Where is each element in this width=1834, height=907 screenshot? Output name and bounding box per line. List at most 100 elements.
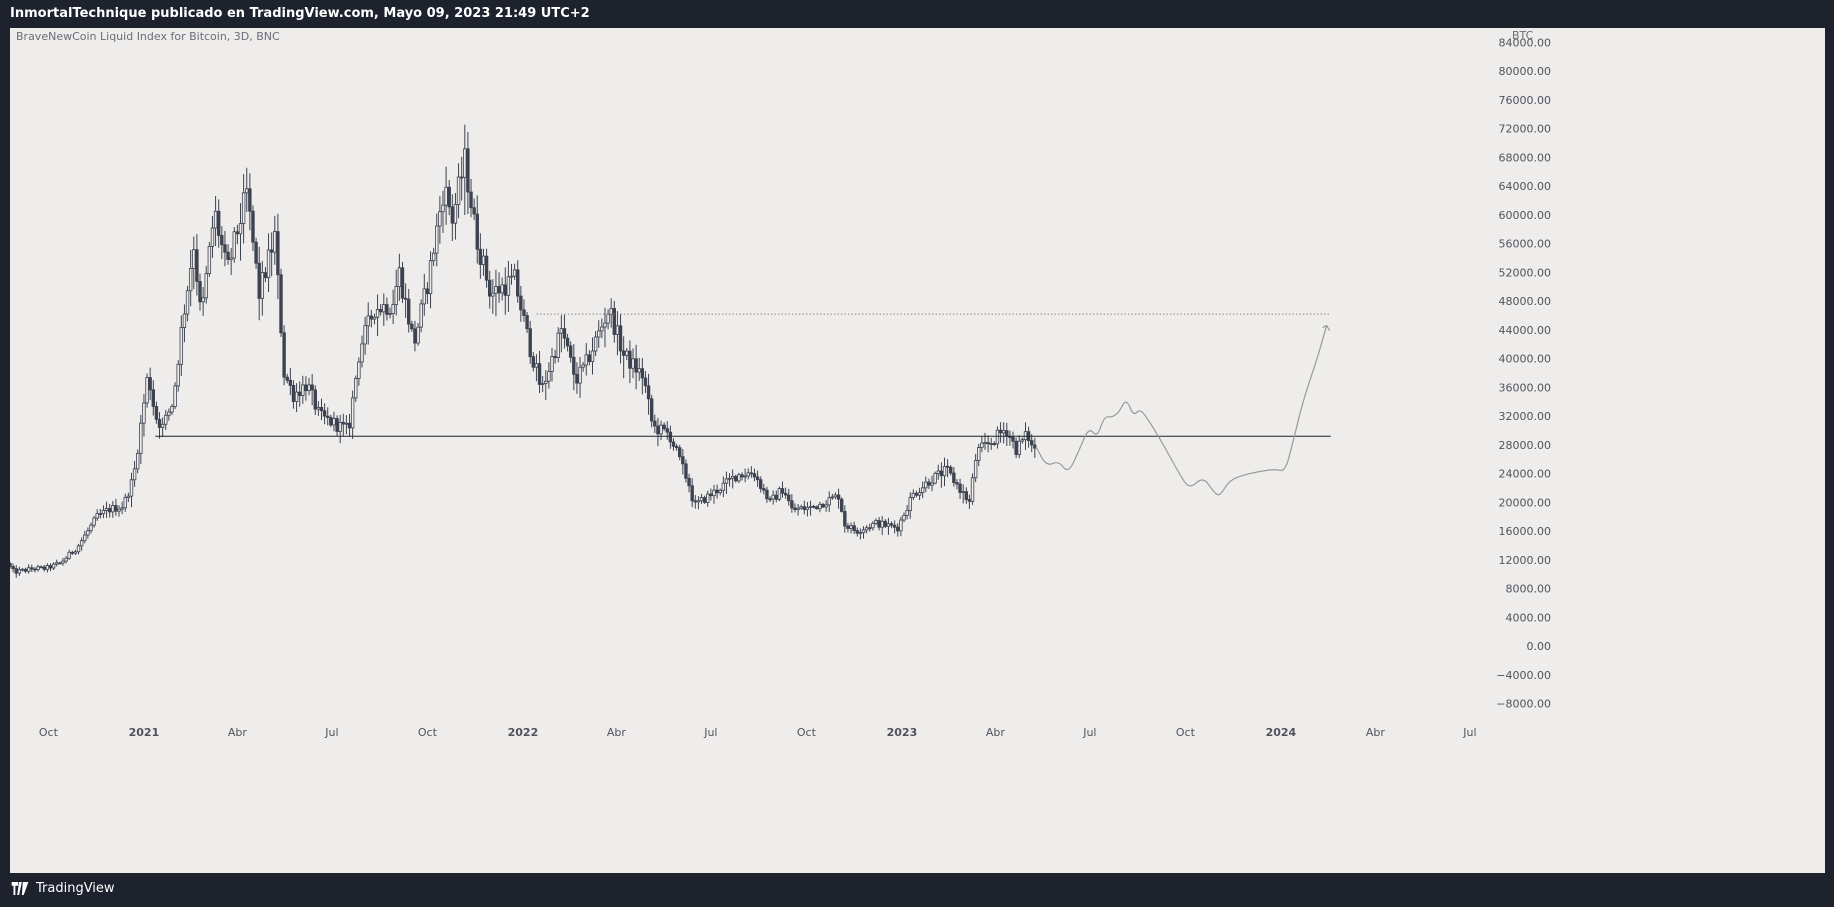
candle-body bbox=[643, 377, 648, 387]
tradingview-brand[interactable]: TradingView bbox=[10, 881, 115, 896]
x-tick-label: Abr bbox=[1366, 726, 1386, 739]
currency-label: BTC bbox=[1512, 29, 1534, 42]
candle-body bbox=[475, 213, 479, 250]
candle-body bbox=[145, 377, 149, 404]
x-tick-label: Oct bbox=[418, 726, 438, 739]
candle-body bbox=[752, 473, 757, 478]
y-tick-label: 52000.00 bbox=[1499, 266, 1552, 279]
candle-body bbox=[646, 385, 651, 400]
candle-body bbox=[39, 566, 43, 569]
candle-body bbox=[67, 551, 71, 559]
candle-body bbox=[780, 488, 785, 494]
candle-body bbox=[578, 366, 582, 384]
candle-body bbox=[111, 505, 115, 513]
candle-body bbox=[456, 176, 461, 205]
candle-body bbox=[955, 482, 959, 485]
x-tick-label: Abr bbox=[607, 726, 627, 739]
candle-body bbox=[755, 476, 760, 481]
candle-body bbox=[665, 428, 669, 433]
candle-body bbox=[628, 350, 632, 369]
candle-body bbox=[927, 481, 931, 486]
y-tick-label: 80000.00 bbox=[1499, 65, 1552, 78]
candle-body bbox=[902, 514, 906, 521]
candle-body bbox=[413, 328, 417, 344]
candle-body bbox=[484, 255, 489, 281]
candle-body bbox=[269, 249, 274, 253]
x-tick-label: Oct bbox=[39, 726, 59, 739]
candle-body bbox=[1020, 439, 1025, 442]
candle-body bbox=[410, 323, 414, 330]
y-tick-label: 56000.00 bbox=[1499, 238, 1552, 251]
candle-body bbox=[765, 489, 769, 500]
candle-body bbox=[488, 279, 492, 297]
candle-body bbox=[251, 210, 255, 243]
y-tick-label: 24000.00 bbox=[1499, 468, 1552, 481]
candle-body bbox=[431, 252, 436, 262]
candle-body bbox=[61, 560, 65, 564]
candle-body bbox=[1017, 440, 1021, 455]
candle-body bbox=[506, 276, 511, 296]
candle-body bbox=[830, 496, 835, 499]
candle-body bbox=[681, 456, 685, 465]
candle-body bbox=[276, 231, 280, 276]
candle-body bbox=[606, 313, 610, 324]
candle-body bbox=[603, 322, 607, 328]
candle-body bbox=[575, 373, 579, 384]
candle-body bbox=[924, 481, 928, 489]
candle-body bbox=[727, 477, 732, 480]
candle-body bbox=[774, 494, 778, 500]
candle-body bbox=[86, 530, 90, 536]
candle-body bbox=[600, 326, 604, 332]
y-tick-label: 68000.00 bbox=[1499, 151, 1552, 164]
candle-body bbox=[970, 477, 975, 502]
candle-body bbox=[597, 330, 601, 338]
candle-body bbox=[930, 482, 934, 486]
candle-body bbox=[341, 421, 346, 425]
candle-body bbox=[207, 245, 212, 274]
candle-body bbox=[422, 288, 426, 305]
candle-body bbox=[653, 420, 657, 427]
candle-body bbox=[914, 492, 919, 496]
candle-body bbox=[245, 188, 249, 194]
projection-layer bbox=[1035, 324, 1331, 496]
candle-body bbox=[79, 540, 84, 547]
candle-body bbox=[58, 562, 62, 565]
candle-body bbox=[503, 284, 507, 296]
candle-body bbox=[593, 336, 598, 352]
candle-body bbox=[509, 275, 514, 278]
candle-body bbox=[481, 255, 486, 265]
candle-body bbox=[899, 519, 903, 532]
candle-body bbox=[718, 489, 722, 494]
candle-body bbox=[241, 192, 246, 224]
candle-body bbox=[403, 297, 408, 300]
candle-body bbox=[26, 567, 31, 572]
candle-body bbox=[319, 407, 324, 412]
candle-body bbox=[808, 505, 813, 508]
candle-body bbox=[880, 520, 884, 528]
candle-body bbox=[559, 328, 564, 334]
candle-body bbox=[992, 443, 997, 445]
candle-body bbox=[428, 260, 433, 295]
candle-body bbox=[500, 284, 504, 294]
chart-frame[interactable]: 84000.00 80000.00 76000.00 72000.00 68000.00… bbox=[10, 28, 1825, 873]
y-tick-label: 4000.00 bbox=[1506, 611, 1552, 624]
publish-info: InmortalTechnique publicado en TradingVi… bbox=[10, 6, 590, 21]
candle-body bbox=[920, 487, 925, 493]
candle-body bbox=[129, 479, 134, 497]
candle-body bbox=[229, 257, 233, 260]
candle-body bbox=[1014, 440, 1018, 455]
candle-body bbox=[516, 269, 520, 297]
candle-body bbox=[157, 418, 162, 428]
candle-body bbox=[724, 478, 729, 484]
candle-body bbox=[279, 274, 283, 334]
candle-body bbox=[709, 493, 713, 497]
candle-body bbox=[285, 376, 289, 381]
candle-body bbox=[217, 210, 221, 236]
candle-body bbox=[182, 313, 187, 328]
candle-body bbox=[151, 389, 155, 407]
candle-body bbox=[472, 207, 476, 215]
candle-body bbox=[762, 488, 766, 491]
candle-body bbox=[945, 465, 950, 468]
y-tick-label: 16000.00 bbox=[1499, 525, 1552, 538]
price-chart[interactable]: 84000.00 80000.00 76000.00 72000.00 68000.00… bbox=[10, 28, 1825, 873]
